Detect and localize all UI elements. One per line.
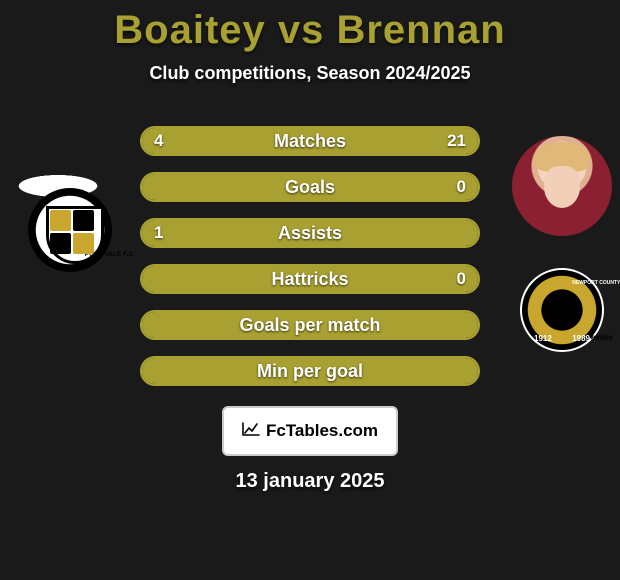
stat-label: Goals per match <box>239 315 380 336</box>
stat-value-right: 0 <box>457 269 466 289</box>
bar-fill-right <box>310 174 478 200</box>
stat-value-right: 21 <box>447 131 466 151</box>
stat-bar: 1 Assists <box>140 218 480 248</box>
comparison-panel: 1912 1989 4 21 Matches 0 Goals 1 Assists 0 Hattr… <box>0 108 620 398</box>
stat-bar: 0 Goals <box>140 172 480 202</box>
club-left-badge-shield <box>50 210 94 254</box>
page-title: Boaitey vs Brennan <box>0 8 620 53</box>
stat-bar: Goals per match <box>140 310 480 340</box>
stat-label: Assists <box>278 223 342 244</box>
stat-label: Hattricks <box>271 269 348 290</box>
club-right-year-left: 1912 <box>534 334 552 343</box>
stat-value-left: 1 <box>154 223 163 243</box>
date-text: 13 january 2025 <box>0 470 620 493</box>
chart-icon <box>242 422 260 441</box>
brand-box[interactable]: FcTables.com <box>222 406 398 456</box>
page-subtitle: Club competitions, Season 2024/2025 <box>0 63 620 84</box>
stat-label: Min per goal <box>257 361 363 382</box>
club-left-badge <box>28 188 112 272</box>
bar-fill-left <box>142 128 196 154</box>
stat-bar: 0 Hattricks <box>140 264 480 294</box>
brand-text: FcTables.com <box>266 421 378 441</box>
stat-bars: 4 21 Matches 0 Goals 1 Assists 0 Hattricks Goals … <box>140 126 480 402</box>
infographic-root: Boaitey vs Brennan Club competitions, Se… <box>0 0 620 493</box>
player-right-avatar <box>512 136 612 236</box>
stat-label: Matches <box>274 131 346 152</box>
club-right-badge: 1912 1989 <box>520 268 604 352</box>
stat-value-right: 0 <box>457 177 466 197</box>
stat-value-left: 4 <box>154 131 163 151</box>
stat-bar: Min per goal <box>140 356 480 386</box>
stat-label: Goals <box>285 177 335 198</box>
club-right-year-right: 1989 <box>572 334 590 343</box>
stat-bar: 4 21 Matches <box>140 126 480 156</box>
